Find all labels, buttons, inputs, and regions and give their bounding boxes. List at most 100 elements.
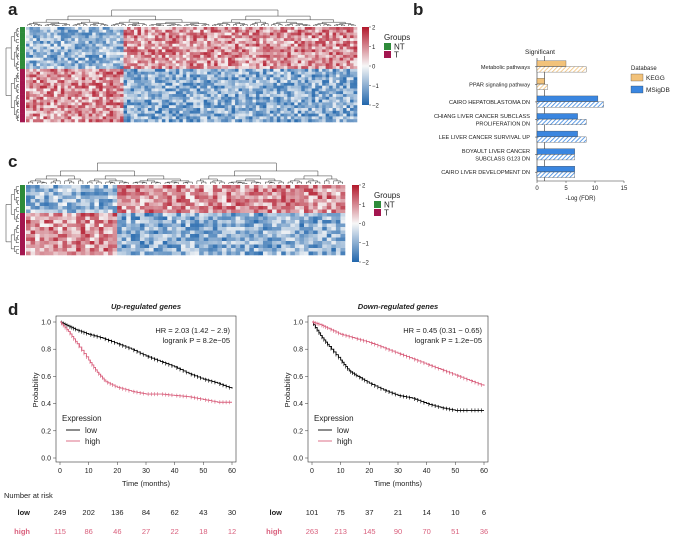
heatmap-cell	[32, 46, 37, 50]
heatmap-cell	[259, 29, 264, 33]
heatmap-cell	[168, 66, 173, 70]
heatmap-cell	[48, 230, 54, 235]
dendrogram-branch	[212, 24, 217, 26]
heatmap-cell	[190, 237, 195, 242]
heatmap-cell	[244, 213, 250, 217]
heatmap-cell	[308, 54, 312, 59]
heatmap-cell	[175, 60, 180, 64]
heatmap-cell	[226, 188, 232, 193]
heatmap-cell	[196, 38, 201, 42]
heatmap-cell	[266, 119, 271, 123]
heatmap-cell	[57, 82, 62, 86]
heatmap-cell	[50, 110, 55, 114]
heatmap-cell	[36, 110, 41, 114]
heatmap-cell	[248, 80, 253, 84]
heatmap-cell	[228, 80, 232, 84]
heatmap-cell	[336, 27, 340, 31]
heatmap-cell	[144, 206, 150, 210]
heatmap-cell	[231, 88, 236, 92]
heatmap-cell	[108, 241, 113, 245]
heatmap-cell	[248, 91, 253, 95]
dendrogram-branch	[115, 23, 124, 25]
heatmap-cell	[221, 192, 227, 196]
heatmap-cell	[346, 113, 351, 117]
heatmap-cell	[221, 71, 225, 75]
heatmap-cell	[313, 195, 318, 200]
heatmap-cell	[109, 46, 114, 50]
group-annotation-bar	[20, 82, 25, 86]
heatmap-cell	[168, 29, 173, 33]
heatmap-cell	[144, 80, 149, 84]
heatmap-cell	[26, 52, 30, 56]
heatmap-cell	[259, 66, 264, 70]
heatmap-cell	[81, 91, 86, 95]
heatmap-cell	[116, 116, 121, 120]
heatmap-cell	[161, 116, 166, 120]
dendrogram-branch	[15, 197, 19, 203]
heatmap-cell	[46, 40, 51, 45]
heatmap-cell	[272, 241, 277, 245]
heatmap-cell	[168, 102, 173, 106]
heatmap-cell	[273, 49, 278, 53]
heatmap-cell	[231, 241, 236, 245]
heatmap-cell	[26, 43, 30, 47]
heatmap-cell	[196, 96, 201, 100]
dendrogram-branch	[278, 24, 283, 26]
heatmap-cell	[290, 32, 295, 36]
heatmap-cell	[60, 40, 65, 45]
heatmap-cell	[71, 230, 77, 235]
dendrogram-branch	[15, 216, 19, 222]
heatmap-cell	[339, 54, 344, 59]
heatmap-cell	[123, 91, 128, 95]
dendrogram-branch	[17, 47, 19, 51]
heatmap-cell	[332, 63, 337, 67]
heatmap-cell	[214, 105, 218, 109]
group-annotation-bar	[20, 199, 25, 203]
heatmap-cell	[340, 188, 346, 193]
heatmap-cell	[273, 46, 278, 50]
heatmap-cell	[301, 54, 306, 59]
heatmap-cell	[144, 227, 150, 231]
heatmap-cell	[140, 71, 145, 75]
heatmap-cell	[36, 85, 41, 89]
heatmap-cell	[50, 105, 55, 109]
heatmap-cell	[272, 237, 277, 242]
heatmap-cell	[116, 110, 121, 114]
heatmap-cell	[26, 88, 30, 92]
heatmap-cell	[35, 241, 40, 245]
heatmap-cell	[179, 82, 184, 86]
heatmap-cell	[273, 94, 278, 98]
heatmap-cell	[158, 35, 163, 39]
heatmap-cell	[262, 116, 267, 120]
heatmap-cell	[158, 223, 164, 228]
heatmap-cell	[346, 105, 351, 109]
heatmap-cell	[339, 29, 344, 33]
heatmap-cell	[120, 96, 124, 100]
x-tick-label: 0	[535, 186, 539, 192]
dendrogram-branch	[235, 180, 256, 183]
heatmap-cell	[109, 74, 114, 78]
heatmap-cell	[127, 38, 131, 42]
heatmap-cell	[190, 199, 195, 203]
dendrogram-branch	[269, 182, 275, 184]
heatmap-cell	[212, 244, 218, 249]
heatmap-cell	[212, 248, 218, 252]
dendrogram-branch	[158, 24, 164, 26]
heatmap-cell	[67, 216, 72, 221]
dendrogram-branch	[133, 24, 140, 26]
heatmap-cell	[315, 99, 319, 103]
dendrogram-branch	[173, 182, 179, 184]
heatmap-cell	[221, 113, 225, 117]
heatmap-cell	[353, 29, 358, 33]
heatmap-cell	[127, 40, 131, 45]
dendrogram-branch	[219, 181, 225, 184]
heatmap-cell	[165, 38, 170, 42]
heatmap-cell	[294, 220, 300, 224]
heatmap-cell	[200, 32, 204, 36]
heatmap-cell	[135, 185, 141, 189]
heatmap-cell	[273, 85, 278, 89]
heatmap-cell	[252, 80, 257, 84]
heatmap-cell	[57, 199, 63, 203]
heatmap-cell	[297, 85, 302, 89]
heatmap-cell	[134, 66, 138, 70]
